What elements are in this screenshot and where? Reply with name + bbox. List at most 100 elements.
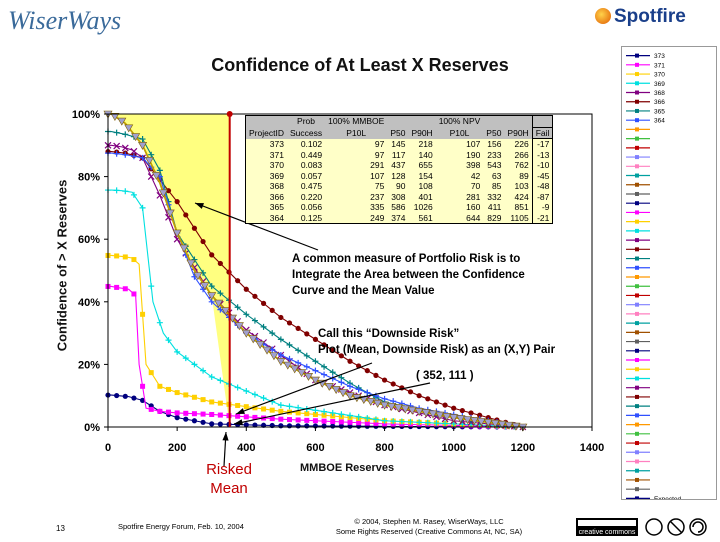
table-cell bbox=[483, 115, 505, 127]
y-tick-label: 100% bbox=[72, 109, 100, 121]
table-cell: 644 bbox=[435, 212, 484, 224]
data-point bbox=[449, 414, 459, 423]
data-point bbox=[286, 403, 293, 410]
data-point bbox=[217, 377, 224, 384]
table-row: 366 0.220 237 308 401 281 332 424 -87 bbox=[245, 191, 553, 202]
data-point bbox=[200, 282, 210, 291]
table-cell: 1105 bbox=[504, 212, 533, 224]
legend-marker bbox=[635, 191, 639, 196]
data-point bbox=[338, 379, 345, 386]
data-point bbox=[490, 419, 500, 428]
table-cell: 100% MMBOE bbox=[325, 115, 388, 127]
data-point bbox=[347, 358, 353, 364]
data-point bbox=[329, 369, 336, 376]
data-point bbox=[234, 384, 241, 391]
risk-arrow bbox=[194, 202, 319, 251]
data-point bbox=[428, 410, 438, 419]
data-point bbox=[414, 408, 424, 416]
table-cell: 366 bbox=[245, 191, 287, 202]
legend-marker bbox=[635, 155, 639, 160]
table-cell: 42 bbox=[435, 170, 484, 181]
risk-annotation: A common measure of Portfolio Risk is to… bbox=[292, 253, 525, 297]
data-point bbox=[113, 129, 120, 136]
data-point bbox=[183, 410, 189, 416]
table-cell bbox=[408, 115, 436, 127]
table-cell: 266 bbox=[504, 149, 533, 160]
data-point bbox=[295, 410, 301, 416]
data-point bbox=[157, 383, 163, 389]
table-cell: Fail bbox=[531, 126, 554, 139]
legend: 373 371 370 369 368 366 365 364 Expected bbox=[626, 53, 681, 503]
table-cell: P10L bbox=[325, 127, 388, 139]
table-cell: 543 bbox=[483, 160, 505, 171]
legend-marker bbox=[635, 164, 639, 169]
table-header-row: Prob 100% MMBOE 100% NPV bbox=[245, 115, 554, 128]
data-point bbox=[174, 348, 181, 355]
legend-marker bbox=[635, 422, 639, 427]
legend-marker bbox=[635, 339, 639, 344]
table-cell: 437 bbox=[387, 160, 409, 171]
data-point bbox=[321, 408, 328, 415]
table-cell: -45 bbox=[531, 170, 553, 181]
data-point bbox=[165, 337, 172, 344]
pair-arrow bbox=[233, 382, 431, 425]
table-cell: 100% NPV bbox=[435, 115, 484, 127]
table-cell: -87 bbox=[531, 191, 553, 202]
table-cell: 365 bbox=[245, 202, 287, 213]
legend-marker bbox=[635, 182, 639, 187]
data-point bbox=[243, 388, 250, 395]
license-badge-text: creative commons bbox=[579, 529, 636, 536]
x-tick-label: 200 bbox=[168, 442, 186, 454]
data-point bbox=[295, 417, 301, 423]
table-cell: -21 bbox=[531, 212, 553, 224]
legend-marker bbox=[635, 477, 639, 482]
table-cell: 561 bbox=[408, 212, 436, 224]
data-point bbox=[321, 418, 327, 424]
table-cell: 145 bbox=[387, 138, 409, 150]
legend-entry: 369 bbox=[654, 81, 665, 88]
legend-marker bbox=[635, 173, 639, 178]
data-point bbox=[235, 278, 241, 284]
table-cell bbox=[387, 115, 409, 127]
table-cell: 373 bbox=[245, 138, 287, 150]
data-point bbox=[355, 386, 362, 393]
data-point bbox=[310, 376, 320, 385]
data-point bbox=[304, 417, 310, 423]
legend-entry: 371 bbox=[654, 62, 665, 69]
data-point bbox=[381, 377, 388, 383]
x-tick-label: 400 bbox=[237, 442, 255, 454]
legend-marker bbox=[635, 62, 639, 67]
table-row: 370 0.083 291 437 655 398 543 762 -10 bbox=[245, 160, 553, 171]
data-point bbox=[139, 154, 146, 161]
data-point bbox=[483, 419, 493, 427]
data-point bbox=[200, 419, 206, 425]
data-point bbox=[122, 286, 128, 292]
table-cell: 128 bbox=[387, 170, 409, 181]
data-point bbox=[330, 347, 336, 353]
legend-marker bbox=[635, 136, 639, 141]
chart-title: Confidence of At Least X Reserves bbox=[211, 55, 509, 75]
data-point bbox=[390, 418, 397, 425]
data-point bbox=[416, 419, 423, 426]
data-point bbox=[269, 352, 279, 361]
data-point bbox=[217, 400, 223, 406]
data-point bbox=[416, 393, 422, 399]
table-cell: 368 bbox=[245, 181, 287, 192]
data-point bbox=[113, 150, 120, 157]
data-point bbox=[122, 131, 129, 138]
risked-mean-label: Risked Mean bbox=[206, 461, 252, 497]
legend-marker bbox=[635, 81, 639, 86]
data-point bbox=[207, 292, 217, 301]
data-point bbox=[138, 142, 148, 150]
table-cell: 762 bbox=[504, 160, 533, 171]
data-point bbox=[485, 415, 491, 421]
data-point bbox=[130, 191, 137, 198]
data-point bbox=[166, 386, 171, 392]
data-point bbox=[113, 187, 120, 194]
legend-marker bbox=[635, 468, 639, 473]
data-point bbox=[140, 383, 146, 389]
data-point bbox=[191, 256, 198, 263]
table-cell: 75 bbox=[325, 181, 388, 192]
table-cell: ProjectID bbox=[245, 127, 287, 139]
data-point bbox=[321, 342, 327, 348]
